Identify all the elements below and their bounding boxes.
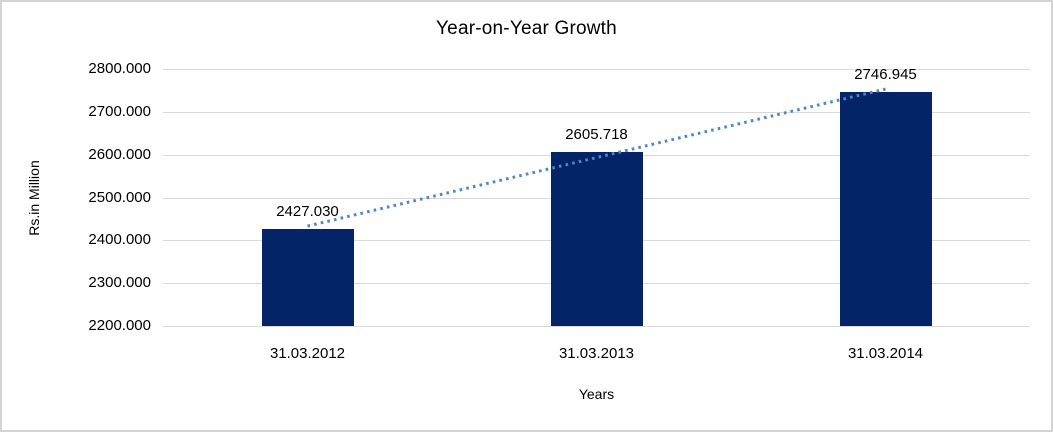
bar-value-label: 2427.030 <box>276 202 339 220</box>
plot-area: 2427.030 2605.718 2746.945 <box>163 65 1030 327</box>
bar-value-label: 2605.718 <box>565 126 628 144</box>
x-axis-tick-label: 31.03.2014 <box>847 345 924 362</box>
x-axis-tick-label: 31.03.2012 <box>269 345 346 362</box>
bar <box>261 228 354 326</box>
y-axis-tick-label: 2500.000 <box>88 188 151 206</box>
x-axis-tick-label: 31.03.2013 <box>558 345 635 362</box>
y-axis-tick-label: 2600.000 <box>88 145 151 163</box>
y-axis-tick-label: 2300.000 <box>88 274 151 292</box>
bar <box>550 152 643 326</box>
y-axis-tick-label: 2200.000 <box>88 317 151 334</box>
bar <box>839 91 932 326</box>
bar-value-label: 2746.945 <box>854 65 917 83</box>
gridline <box>163 69 1030 70</box>
y-axis-tick-label: 2700.000 <box>88 102 151 120</box>
gridline <box>163 326 1030 327</box>
x-axis-title: Years <box>578 386 615 402</box>
chart-title: Year-on-Year Growth <box>436 18 617 39</box>
y-axis-tick-label: 2400.000 <box>88 231 151 249</box>
y-axis-tick-label: 2800.000 <box>88 60 151 77</box>
